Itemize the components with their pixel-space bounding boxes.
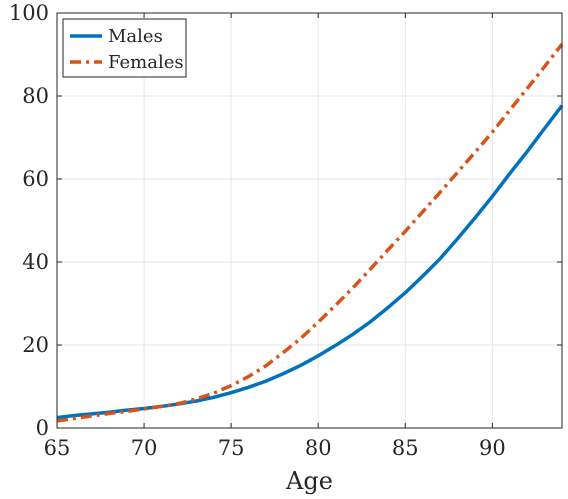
y-tick-label: 100 bbox=[9, 1, 49, 25]
series-line-females bbox=[56, 43, 564, 423]
y-tick-label: 40 bbox=[22, 250, 49, 274]
legend-label-females: Females bbox=[108, 52, 184, 73]
plot-frame bbox=[56, 12, 563, 429]
x-tick-label: 90 bbox=[479, 436, 506, 460]
x-tick-label: 75 bbox=[218, 436, 245, 460]
ticks: 65 70 75 80 85 90 0 20 40 60 80 100 bbox=[9, 1, 562, 460]
y-tick-label: 60 bbox=[22, 167, 49, 191]
x-axis-title: Age bbox=[285, 467, 333, 495]
grid bbox=[56, 12, 562, 429]
x-tick-label: 85 bbox=[392, 436, 419, 460]
legend-label-males: Males bbox=[108, 26, 163, 47]
y-tick-label: 0 bbox=[36, 416, 49, 440]
x-tick-label: 70 bbox=[131, 436, 158, 460]
series-layer bbox=[56, 43, 564, 423]
legend-box bbox=[62, 18, 187, 78]
x-tick-label: 65 bbox=[44, 436, 71, 460]
y-tick-label: 20 bbox=[22, 333, 49, 357]
y-tick-label: 80 bbox=[22, 84, 49, 108]
series-line-males bbox=[56, 104, 564, 420]
legend: Males Females bbox=[62, 18, 187, 78]
x-tick-label: 80 bbox=[305, 436, 332, 460]
